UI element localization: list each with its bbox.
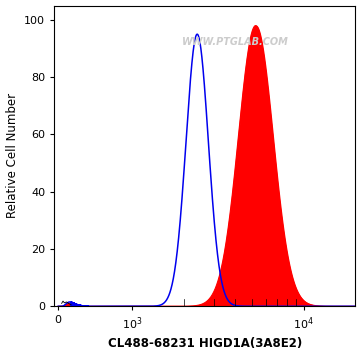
X-axis label: CL488-68231 HIGD1A(3A8E2): CL488-68231 HIGD1A(3A8E2) <box>108 337 302 350</box>
Text: WWW.PTGLAB.COM: WWW.PTGLAB.COM <box>182 37 288 47</box>
Y-axis label: Relative Cell Number: Relative Cell Number <box>5 93 18 219</box>
